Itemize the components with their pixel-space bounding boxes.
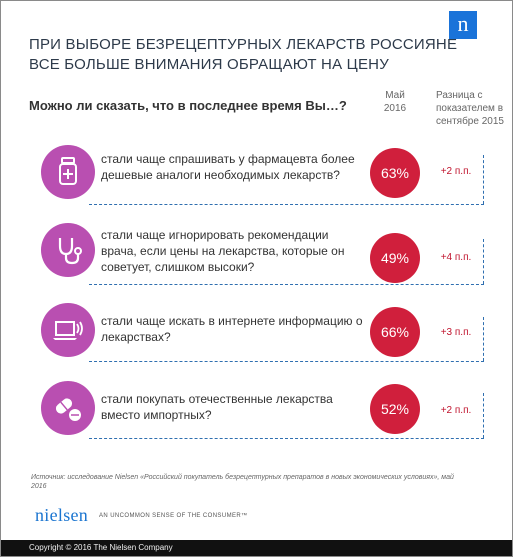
column-year-label: 2016 [383,103,407,114]
row-divider-vertical [483,239,484,284]
answer-row: стали чаще спрашивать у фармацевта более… [1,141,512,211]
pill-bottle-icon [41,145,95,199]
laptop-icon [41,303,95,357]
answer-row: стали покупать отечественные лекарства в… [1,377,512,447]
percent-badge: 66% [370,307,420,357]
nielsen-badge-logo: n [449,11,477,39]
stethoscope-icon [41,223,95,277]
row-divider-vertical [483,393,484,438]
answer-row: стали чаще игнорировать рекомендации вра… [1,221,512,291]
column-header-may-2016: Май 2016 [373,89,417,115]
nielsen-wordmark-logo: nielsen [35,505,89,525]
source-note: Источник: исследование Nielsen «Российск… [31,474,454,490]
column-header-difference: Разница с показателем в сентябре 2015 [436,90,504,127]
footer-bar: Copyright © 2016 The Nielsen Company [1,540,512,556]
brand-tagline: AN UNCOMMON SENSE OF THE CONSUMER™ [99,513,248,519]
percent-badge: 63% [370,148,420,198]
pills-icon [41,381,95,435]
row-divider [89,284,484,285]
row-divider [89,361,484,362]
row-divider-vertical [483,155,484,204]
row-divider [89,204,484,205]
survey-question: Можно ли сказать, что в последнее время … [29,98,347,113]
difference-value: +2 п.п. [440,405,472,416]
column-may-label: Май [385,90,405,101]
answer-text: стали чаще игнорировать рекомендации вра… [101,228,345,274]
row-divider-vertical [483,317,484,361]
page-title: ПРИ ВЫБОРЕ БЕЗРЕЦЕПТУРНЫХ ЛЕКАРСТВ РОССИ… [29,35,458,75]
difference-value: +3 п.п. [440,327,472,338]
answer-text: стали чаще спрашивать у фармацевта более… [101,152,355,182]
difference-value: +2 п.п. [440,166,472,177]
answer-text: стали чаще искать в интернете информацию… [101,314,363,344]
answer-text: стали покупать отечественные лекарства в… [101,392,333,422]
copyright-text: Copyright © 2016 The Nielsen Company [29,543,173,552]
title-line-2: ВСЕ БОЛЬШЕ ВНИМАНИЯ ОБРАЩАЮТ НА ЦЕНУ [29,56,389,73]
percent-badge: 52% [370,384,420,434]
badge-letter: n [457,11,469,36]
title-line-1: ПРИ ВЫБОРЕ БЕЗРЕЦЕПТУРНЫХ ЛЕКАРСТВ РОССИ… [29,36,458,53]
answer-row: стали чаще искать в интернете информацию… [1,301,512,371]
row-divider [89,438,484,439]
difference-value: +4 п.п. [440,252,472,263]
percent-badge: 49% [370,233,420,283]
